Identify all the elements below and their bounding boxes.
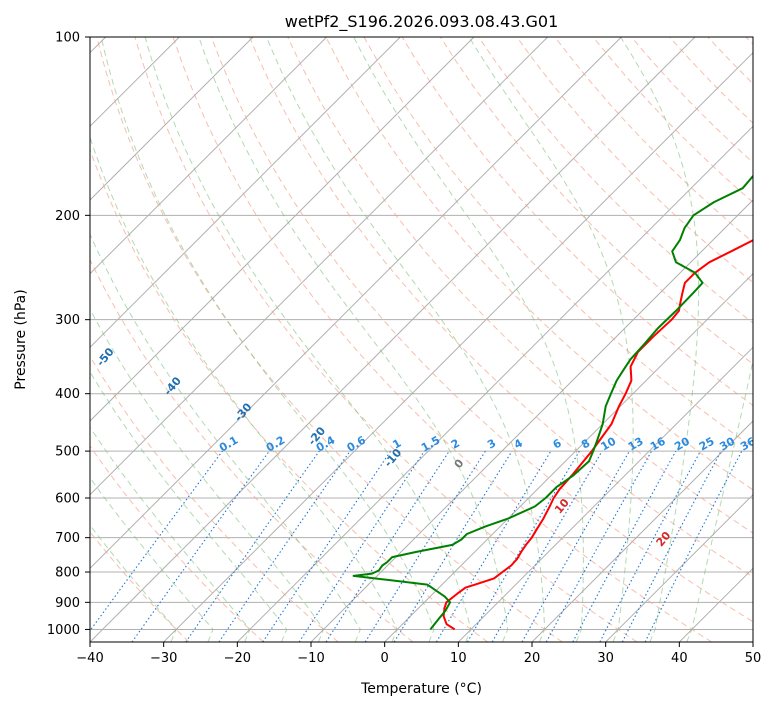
mixing-ratio-line — [436, 451, 551, 642]
isotherm-line — [0, 37, 327, 642]
dry-adiabat — [440, 37, 775, 642]
moist-adiabat — [469, 37, 633, 642]
y-tick-label: 100 — [55, 31, 80, 46]
isotherm-line — [679, 37, 775, 642]
isotherm-line — [90, 37, 695, 642]
x-tick-label: 40 — [671, 651, 688, 666]
mixing-ratio-label: 8 — [579, 437, 592, 452]
y-axis-ticks: 1000 900 800 700 600 500 400 300 200 100 — [47, 31, 90, 638]
dry-adiabat — [708, 37, 775, 642]
adiabat-label: 0 — [452, 456, 467, 470]
x-axis-ticks: −40 −30 −20 −10 0 10 20 30 40 50 — [76, 642, 761, 666]
y-tick-label: 1000 — [47, 623, 80, 638]
mixing-ratio-line — [219, 451, 350, 642]
adiabat-label: 30 — [758, 558, 775, 578]
isotherm-line — [753, 37, 775, 642]
isotherm-line — [0, 37, 474, 642]
y-tick-label: 800 — [55, 566, 80, 581]
adiabat-label: 10 — [552, 496, 572, 516]
dry-adiabat — [326, 37, 775, 642]
y-axis-label: Pressure (hPa) — [13, 289, 29, 389]
x-tick-label: 20 — [524, 651, 541, 666]
mixing-ratio-line — [263, 451, 391, 642]
x-tick-label: 50 — [745, 651, 762, 666]
dry-adiabat — [20, 37, 413, 642]
mixing-ratio-label: 4 — [512, 436, 525, 451]
y-tick-label: 600 — [55, 492, 80, 507]
x-tick-label: −10 — [297, 651, 324, 666]
dry-adiabat — [593, 37, 775, 642]
dry-adiabat — [746, 37, 775, 642]
y-tick-label: 400 — [55, 387, 80, 402]
mixing-ratio-line — [299, 451, 424, 642]
adiabat-label: -40 — [161, 374, 184, 398]
isotherm-line — [458, 37, 775, 642]
mixing-ratio-line — [546, 451, 651, 642]
mixing-ratio-line — [600, 451, 701, 642]
y-tick-label: 300 — [55, 313, 80, 328]
isotherm-line — [0, 37, 253, 642]
isotherm-line — [0, 37, 400, 642]
temperature-profile-line — [444, 37, 775, 629]
mixing-ratio-line — [522, 451, 629, 642]
moist-adiabat — [0, 37, 287, 642]
moist-adiabat — [33, 37, 361, 642]
x-tick-label: −40 — [76, 651, 103, 666]
adiabat-label: 20 — [654, 529, 674, 549]
dry-adiabat — [517, 37, 775, 642]
mixing-ratio-label: 2 — [449, 437, 462, 452]
dry-adiabat — [0, 37, 338, 642]
x-tick-label: 0 — [381, 651, 389, 666]
moist-adiabat — [101, 37, 434, 642]
x-tick-label: 10 — [450, 651, 467, 666]
moist-adiabat — [687, 37, 775, 642]
x-tick-label: −20 — [224, 651, 251, 666]
mixing-ratio-line — [365, 451, 485, 642]
adiabat-label: -60 — [31, 312, 54, 336]
y-tick-label: 200 — [55, 209, 80, 224]
chart-title: wetPf2_S196.2026.093.08.43.G01 — [285, 12, 559, 32]
isotherm-line — [237, 37, 775, 642]
adiabat-label: -50 — [94, 345, 117, 369]
x-tick-label: −30 — [150, 651, 177, 666]
dry-adiabat — [670, 37, 775, 642]
dry-adiabat — [288, 37, 775, 642]
y-tick-label: 500 — [55, 445, 80, 460]
background-lines — [0, 37, 775, 642]
x-tick-label: 30 — [597, 651, 614, 666]
isotherm-line — [385, 37, 775, 642]
dry-adiabat — [0, 37, 264, 642]
dry-adiabat — [555, 37, 775, 642]
isotherm-line — [532, 37, 775, 642]
x-axis-label: Temperature (°C) — [360, 681, 482, 697]
mixing-ratio-line — [82, 451, 223, 642]
mixing-ratio-label: 3 — [485, 437, 498, 452]
line-labels: 0.10.20.40.611.52346810131620253036-100-… — [0, 106, 775, 604]
isotherm-line — [164, 37, 769, 642]
mixing-ratio-line — [326, 451, 449, 642]
isotherm-line — [311, 37, 775, 642]
y-tick-label: 900 — [55, 596, 80, 611]
moist-adiabat — [5, 37, 324, 642]
y-tick-label: 700 — [55, 531, 80, 546]
